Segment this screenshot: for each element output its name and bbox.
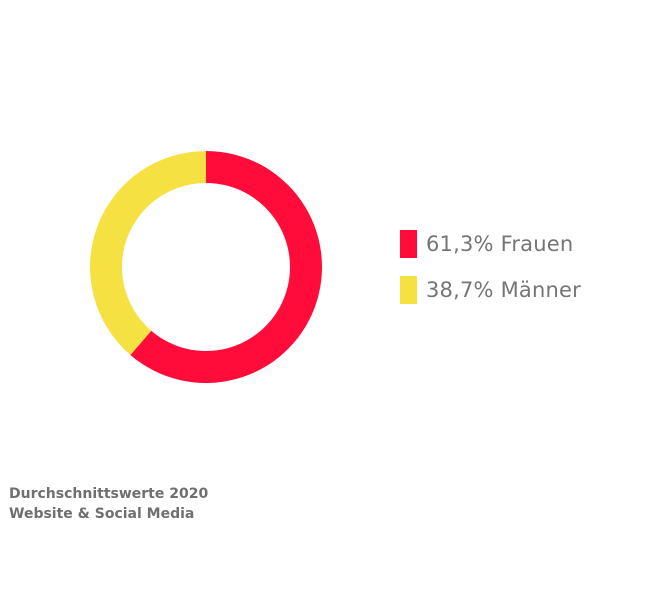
legend-item-frauen: 61,3% Frauen — [400, 226, 581, 262]
donut-slices — [89, 151, 323, 384]
donut-slice-1 — [89, 151, 206, 355]
legend-swatch-maenner — [400, 276, 417, 304]
legend-swatch-frauen — [400, 230, 417, 258]
legend-label-maenner: 38,7% Männer — [426, 278, 581, 302]
footnote-line-1: Durchschnittswerte 2020 — [9, 486, 209, 502]
chart-legend: 61,3% Frauen 38,7% Männer — [400, 226, 581, 318]
legend-label-frauen: 61,3% Frauen — [426, 232, 574, 256]
chart-footnote: Durchschnittswerte 2020 Website & Social… — [9, 484, 208, 524]
legend-item-maenner: 38,7% Männer — [400, 272, 581, 308]
footnote-line-2: Website & Social Media — [9, 506, 195, 522]
donut-slice-0 — [130, 151, 323, 384]
